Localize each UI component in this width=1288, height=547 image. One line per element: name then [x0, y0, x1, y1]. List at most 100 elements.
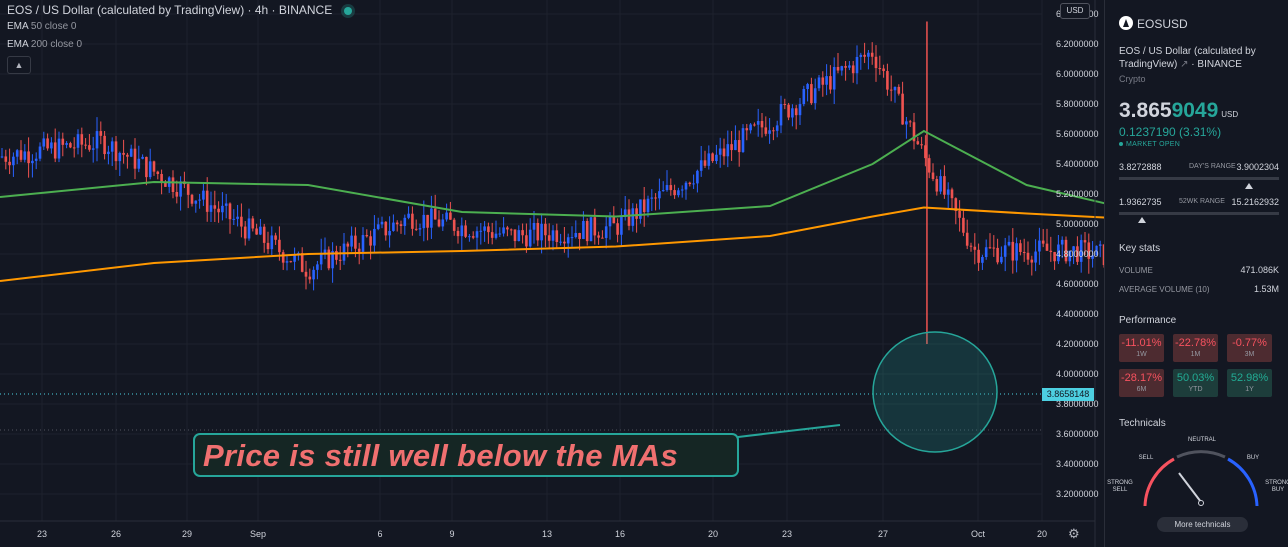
currency-button[interactable]: USD: [1060, 3, 1090, 19]
candle-body: [186, 184, 190, 195]
candle-body: [84, 144, 87, 146]
gauge-sell-arc: [1143, 457, 1175, 507]
candle-body: [931, 172, 935, 180]
candle-body: [194, 200, 198, 204]
candle-body: [293, 254, 296, 262]
candle-body: [164, 182, 167, 187]
candle-body: [1026, 252, 1030, 260]
candle-body: [312, 269, 315, 280]
candle-body: [217, 208, 220, 213]
performance-value: -0.77%: [1232, 337, 1267, 349]
candle-body: [129, 148, 133, 157]
candle-body: [631, 208, 635, 226]
symbol-name[interactable]: EOSUSD: [1137, 17, 1188, 31]
candle-body: [722, 148, 726, 157]
candle-body: [148, 161, 152, 178]
performance-period: 6M: [1136, 386, 1147, 393]
highlight-ellipse: [872, 331, 998, 453]
x-tick-label: Sep: [250, 529, 266, 539]
more-technicals-button[interactable]: More technicals: [1157, 517, 1248, 532]
ema-200-legend[interactable]: EMA 200 close 0: [7, 39, 82, 50]
ema-50-legend[interactable]: EMA 50 close 0: [7, 21, 77, 32]
candle-body: [639, 199, 642, 219]
candle-body: [0, 156, 4, 158]
y-tick-label: 4.4000000: [1056, 309, 1099, 319]
performance-tile[interactable]: 52.98% 1Y: [1227, 369, 1272, 397]
performance-tile[interactable]: -0.77% 3M: [1227, 334, 1272, 362]
candle-body: [479, 230, 483, 232]
y-tick-label: 6.2000000: [1056, 39, 1099, 49]
y-tick-label: 5.4000000: [1056, 159, 1099, 169]
candle-body: [228, 203, 232, 220]
annotation-callout: Price is still well below the MAs: [193, 433, 739, 477]
candle-body: [616, 223, 619, 235]
candle-body: [494, 233, 498, 238]
candle-body: [259, 226, 262, 235]
candle-body: [627, 209, 631, 226]
performance-tile[interactable]: -11.01% 1W: [1119, 334, 1164, 362]
performance-tile[interactable]: 50.03% YTD: [1173, 369, 1218, 397]
ema-50-params: 50 close 0: [30, 21, 77, 32]
candle-body: [411, 213, 414, 229]
symbol-panel: EOSUSD EOS / US Dollar (calculated by Tr…: [1104, 0, 1288, 547]
candle-body: [813, 88, 817, 104]
candle-body: [483, 226, 486, 231]
candle-body: [95, 131, 99, 149]
candle-body: [23, 151, 27, 160]
candle-body: [304, 271, 308, 277]
candle-body: [908, 121, 912, 123]
ema-200-line: [0, 206, 1104, 282]
candle-body: [669, 185, 673, 191]
candle-body: [787, 104, 790, 118]
candle-body: [730, 144, 733, 151]
annotation-pointer: [737, 424, 841, 438]
candle-body: [338, 259, 342, 261]
candle-body: [608, 216, 612, 227]
day-range-marker: [1244, 183, 1253, 189]
candle-body: [870, 52, 874, 57]
candle-body: [289, 261, 293, 263]
candle-body: [50, 142, 53, 149]
candle-body: [802, 89, 806, 105]
performance-value: -22.78%: [1175, 337, 1216, 349]
candle-body: [198, 199, 201, 201]
candle-body: [285, 261, 289, 263]
candle-body: [1091, 255, 1094, 259]
candle-body: [42, 138, 46, 147]
candle-body: [806, 84, 809, 90]
gear-icon[interactable]: ⚙: [1068, 526, 1080, 541]
external-link-icon[interactable]: ↗: [1180, 59, 1189, 70]
candle-body: [1007, 241, 1011, 246]
candle-body: [471, 236, 475, 238]
candle-body: [392, 222, 395, 231]
performance-tile[interactable]: -22.78% 1M: [1173, 334, 1218, 362]
candle-body: [88, 145, 91, 150]
x-tick-label: 6: [377, 529, 382, 539]
candle-body: [1045, 243, 1049, 251]
candle-body: [939, 176, 942, 192]
description-text: EOS / US Dollar (calculated by TradingVi…: [1119, 46, 1256, 70]
y-tick-label: 5.0000000: [1056, 219, 1099, 229]
candle-body: [707, 153, 711, 166]
y-tick-label: 5.2000000: [1056, 189, 1099, 199]
candle-body: [566, 237, 570, 244]
exchange-name: BINANCE: [1197, 59, 1242, 70]
candle-body: [414, 228, 418, 230]
time-axis[interactable]: 23 26 29 Sep 6 9 13 16 20 23 27 Oct 20: [37, 529, 1047, 539]
candle-body: [468, 236, 471, 238]
technicals-title: Technicals: [1119, 418, 1166, 429]
candle-body: [240, 216, 243, 227]
x-tick-label: Oct: [971, 529, 986, 539]
price-axis[interactable]: 6.40000006.20000006.00000005.80000005.60…: [1056, 9, 1099, 499]
x-tick-label: 9: [449, 529, 454, 539]
chevron-up-icon[interactable]: ▲: [7, 56, 31, 74]
avg-volume-label: AVERAGE VOLUME (10): [1119, 285, 1210, 294]
avg-volume-value: 1.53M: [1253, 284, 1279, 294]
y-tick-label: 3.2000000: [1056, 489, 1099, 499]
day-high: 3.9002304: [1236, 162, 1279, 172]
candle-body: [882, 68, 885, 72]
candle-body: [4, 156, 8, 162]
performance-tile[interactable]: -28.17% 6M: [1119, 369, 1164, 397]
candle-body: [213, 205, 217, 209]
y-tick-label: 4.0000000: [1056, 369, 1099, 379]
